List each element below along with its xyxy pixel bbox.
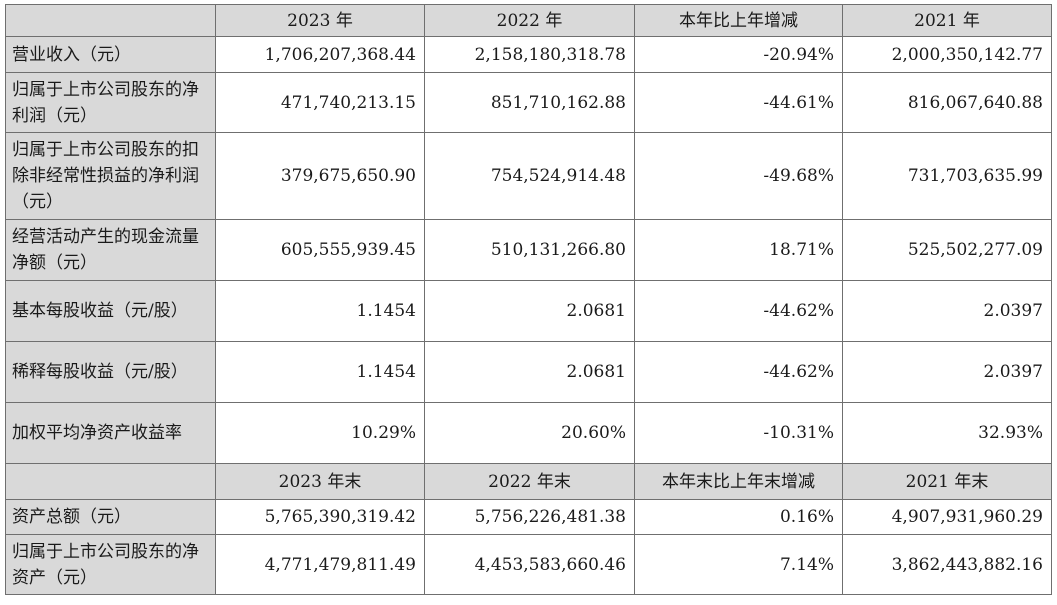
table-cell: 4,771,479,811.49 xyxy=(215,534,425,595)
table-cell: 2,158,180,318.78 xyxy=(424,36,635,73)
column-header-2022-end: 2022 年末 xyxy=(424,463,635,500)
table-cell: 605,555,939.45 xyxy=(215,219,425,281)
table-cell: 731,703,635.99 xyxy=(842,132,1052,220)
column-header-2021: 2021 年 xyxy=(842,4,1052,37)
table-cell: 5,765,390,319.42 xyxy=(215,499,425,535)
table-cell: 3,862,443,882.16 xyxy=(842,534,1052,595)
table-cell: 18.71% xyxy=(634,219,843,281)
table-row: 资产总额（元） 5,765,390,319.42 5,756,226,481.3… xyxy=(5,499,1052,535)
row-label-basic-eps: 基本每股收益（元/股） xyxy=(5,280,216,342)
table-cell: 10.29% xyxy=(215,402,425,464)
column-header-2022: 2022 年 xyxy=(424,4,635,37)
table-cell: 471,740,213.15 xyxy=(215,72,425,133)
table-cell: -44.62% xyxy=(634,341,843,403)
table-cell: 4,907,931,960.29 xyxy=(842,499,1052,535)
table-cell: 2.0681 xyxy=(424,280,635,342)
row-label-operating-cash-flow: 经营活动产生的现金流量净额（元） xyxy=(5,219,216,281)
table-cell: 0.16% xyxy=(634,499,843,535)
table-cell: -44.61% xyxy=(634,72,843,133)
table-cell: 525,502,277.09 xyxy=(842,219,1052,281)
header-row-2: 2023 年末 2022 年末 本年末比上年末增减 2021 年末 xyxy=(5,463,1052,500)
table-cell: 2.0681 xyxy=(424,341,635,403)
header-corner-cell xyxy=(5,463,216,500)
table-cell: 851,710,162.88 xyxy=(424,72,635,133)
table-cell: 2.0397 xyxy=(842,341,1052,403)
table-cell: -49.68% xyxy=(634,132,843,220)
table-cell: 1,706,207,368.44 xyxy=(215,36,425,73)
table-cell: 816,067,640.88 xyxy=(842,72,1052,133)
table-cell: 4,453,583,660.46 xyxy=(424,534,635,595)
column-header-yoy-change-end: 本年末比上年末增减 xyxy=(634,463,843,500)
row-label-net-profit-excluding-nonrecurring: 归属于上市公司股东的扣除非经常性损益的净利润（元） xyxy=(5,132,216,220)
row-label-weighted-roe: 加权平均净资产收益率 xyxy=(5,402,216,464)
table-cell: -20.94% xyxy=(634,36,843,73)
table-cell: 379,675,650.90 xyxy=(215,132,425,220)
table-cell: -44.62% xyxy=(634,280,843,342)
header-corner-cell xyxy=(5,4,216,37)
header-row-1: 2023 年 2022 年 本年比上年增减 2021 年 xyxy=(5,4,1052,37)
table-row: 归属于上市公司股东的净利润（元） 471,740,213.15 851,710,… xyxy=(5,72,1052,133)
table-cell: -10.31% xyxy=(634,402,843,464)
column-header-2023-end: 2023 年末 xyxy=(215,463,425,500)
table-row: 加权平均净资产收益率 10.29% 20.60% -10.31% 32.93% xyxy=(5,402,1052,464)
table-row: 归属于上市公司股东的净资产（元） 4,771,479,811.49 4,453,… xyxy=(5,534,1052,595)
table-cell: 2.0397 xyxy=(842,280,1052,342)
column-header-2021-end: 2021 年末 xyxy=(842,463,1052,500)
table-cell: 5,756,226,481.38 xyxy=(424,499,635,535)
table-cell: 754,524,914.48 xyxy=(424,132,635,220)
column-header-yoy-change: 本年比上年增减 xyxy=(634,4,843,37)
table-cell: 2,000,350,142.77 xyxy=(842,36,1052,73)
table-row: 归属于上市公司股东的扣除非经常性损益的净利润（元） 379,675,650.90… xyxy=(5,132,1052,220)
column-header-2023: 2023 年 xyxy=(215,4,425,37)
table-cell: 32.93% xyxy=(842,402,1052,464)
table-row: 营业收入（元） 1,706,207,368.44 2,158,180,318.7… xyxy=(5,36,1052,73)
financial-summary-table: 2023 年 2022 年 本年比上年增减 2021 年 营业收入（元） 1,7… xyxy=(5,4,1052,595)
row-label-total-assets: 资产总额（元） xyxy=(5,499,216,535)
row-label-net-assets: 归属于上市公司股东的净资产（元） xyxy=(5,534,216,595)
table-cell: 1.1454 xyxy=(215,341,425,403)
row-label-revenue: 营业收入（元） xyxy=(5,36,216,73)
table-cell: 510,131,266.80 xyxy=(424,219,635,281)
table-cell: 7.14% xyxy=(634,534,843,595)
row-label-net-profit: 归属于上市公司股东的净利润（元） xyxy=(5,72,216,133)
table-cell: 20.60% xyxy=(424,402,635,464)
table-cell: 1.1454 xyxy=(215,280,425,342)
row-label-diluted-eps: 稀释每股收益（元/股） xyxy=(5,341,216,403)
table-row: 经营活动产生的现金流量净额（元） 605,555,939.45 510,131,… xyxy=(5,219,1052,281)
table-row: 稀释每股收益（元/股） 1.1454 2.0681 -44.62% 2.0397 xyxy=(5,341,1052,403)
table-row: 基本每股收益（元/股） 1.1454 2.0681 -44.62% 2.0397 xyxy=(5,280,1052,342)
